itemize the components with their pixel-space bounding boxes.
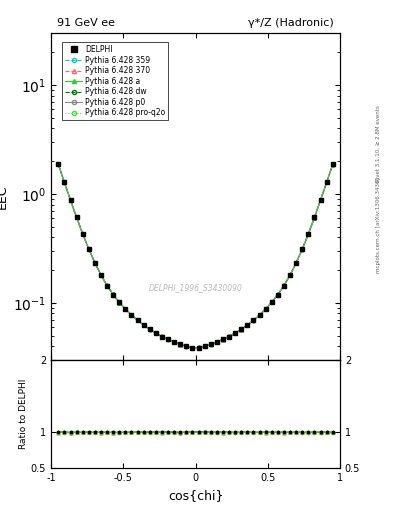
Text: Rivet 3.1.10, ≥ 2.8M events: Rivet 3.1.10, ≥ 2.8M events bbox=[376, 105, 380, 182]
Text: DELPHI_1996_S3430090: DELPHI_1996_S3430090 bbox=[149, 283, 242, 292]
Y-axis label: Ratio to DELPHI: Ratio to DELPHI bbox=[19, 379, 28, 449]
Text: γ*/Z (Hadronic): γ*/Z (Hadronic) bbox=[248, 18, 334, 28]
Legend: DELPHI, Pythia 6.428 359, Pythia 6.428 370, Pythia 6.428 a, Pythia 6.428 dw, Pyt: DELPHI, Pythia 6.428 359, Pythia 6.428 3… bbox=[62, 42, 168, 120]
Polygon shape bbox=[58, 431, 333, 434]
Text: mcplots.cern.ch [arXiv:1306.3436]: mcplots.cern.ch [arXiv:1306.3436] bbox=[376, 178, 380, 273]
Y-axis label: EEC: EEC bbox=[0, 184, 9, 209]
Text: 91 GeV ee: 91 GeV ee bbox=[57, 18, 115, 28]
X-axis label: cos{chi}: cos{chi} bbox=[168, 489, 223, 502]
